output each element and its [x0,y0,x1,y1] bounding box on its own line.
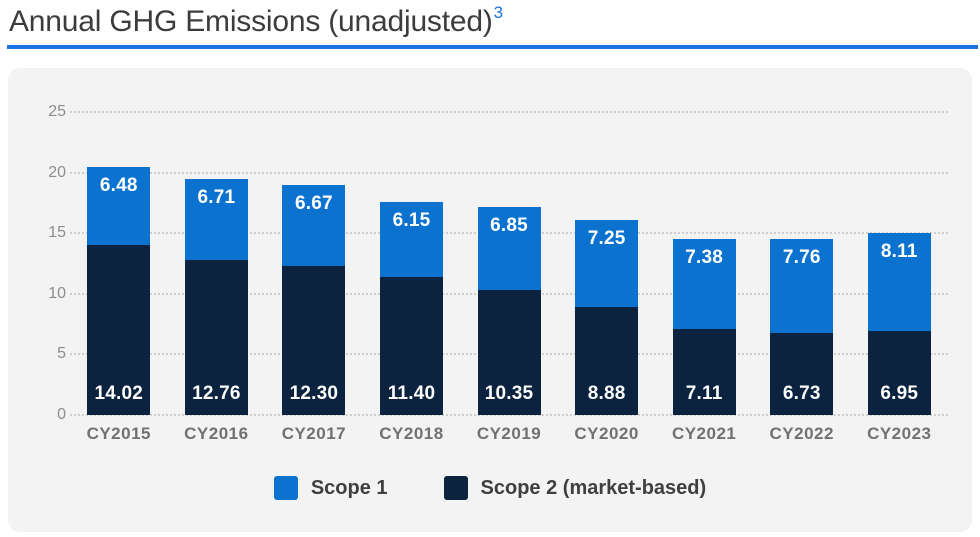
x-axis-label: CY2020 [574,424,639,443]
bar-group: 6.67 12.30 [282,185,346,415]
x-axis: CY2015 CY2016 CY2017 CY2018 CY2019 CY2020 CY20… [70,424,948,444]
plot-area: 0 5 10 15 20 25 6.48 14.02 6.71 12.76 6.67 12.30 6.… [8,68,972,423]
bar-slot: 6.71 12.76 [168,68,266,415]
scope2-value-label: 12.30 [289,383,339,404]
scope1-value-label: 8.11 [880,240,918,262]
x-axis-label: CY2018 [379,424,444,443]
scope1-value-label: 7.76 [782,247,821,269]
bar-slot: 7.38 7.11 [655,68,753,415]
x-axis-label: CY2017 [281,424,347,443]
bar-group: 8.11 6.95 [867,232,931,415]
scope1-segment: 6.71 [184,179,248,261]
legend-swatch [273,476,298,500]
x-axis-label: CY2023 [867,424,932,443]
scope1-segment: 6.67 [282,185,346,266]
scope1-segment: 7.38 [672,239,736,329]
scope2-segment: 7.11 [672,328,736,415]
bar-slot: 6.67 12.30 [265,68,363,415]
gridline [70,171,948,174]
bar-slot: 6.48 14.02 [70,68,168,415]
y-axis-tick-label: 0 [57,406,66,423]
scope1-segment: 7.76 [770,239,834,334]
scope1-value-label: 6.71 [197,187,236,209]
scope2-value-label: 14.02 [94,383,144,404]
legend-label: Scope 2 (market-based) [480,476,707,499]
scope1-segment: 8.11 [867,232,931,331]
scope2-segment: 6.95 [867,330,931,415]
scope1-segment: 6.85 [477,206,541,290]
x-axis-label: CY2016 [184,424,249,443]
y-axis-tick-label: 15 [48,224,66,242]
page-title-text: Annual GHG Emissions (unadjusted) [9,5,493,38]
scope2-value-label: 12.76 [192,383,241,404]
x-axis-label: CY2019 [476,424,542,443]
bar-slot: 8.11 6.95 [851,68,949,415]
y-axis-tick-label: 20 [48,163,66,181]
scope2-segment: 14.02 [87,245,151,415]
y-axis-tick-label: 10 [48,284,66,302]
scope2-value-label: 8.88 [587,383,626,404]
bar-group: 7.38 7.11 [672,239,736,415]
page-title: Annual GHG Emissions (unadjusted)3 [9,3,503,39]
scope2-segment: 8.88 [575,307,639,415]
scope1-value-label: 6.85 [490,214,528,236]
chart-panel: 0 5 10 15 20 25 6.48 14.02 6.71 12.76 6.67 12.30 6.… [8,68,972,532]
scope2-segment: 12.30 [282,265,346,415]
y-axis-tick-label: 25 [48,103,66,120]
scope1-segment: 7.25 [575,219,639,308]
scope1-value-label: 6.48 [99,174,138,196]
bar-group: 6.71 12.76 [184,179,248,415]
x-axis-label: CY2022 [769,424,834,443]
chart-legend: Scope 1 Scope 2 (market-based) [8,476,972,500]
bar-slot: 7.25 8.88 [558,68,656,415]
scope2-value-label: 6.95 [880,383,919,404]
gridline [70,111,948,113]
gridline [70,414,948,416]
x-axis-label: CY2015 [86,424,151,443]
bar-slot: 7.76 6.73 [753,68,851,415]
title-footnote-superscript: 3 [493,3,503,22]
bar-group: 7.25 8.88 [575,219,639,415]
scope1-value-label: 6.67 [295,193,333,215]
scope1-value-label: 6.15 [392,210,431,232]
legend-label: Scope 1 [310,476,388,499]
scope1-segment: 6.48 [87,166,151,246]
scope2-segment: 12.76 [184,260,248,415]
scope2-segment: 11.40 [379,276,443,415]
scope2-value-label: 7.11 [685,383,723,404]
scope1-value-label: 7.25 [587,227,626,249]
legend-item-scope-2-market-based: Scope 2 (market-based) [443,476,707,500]
bar-group: 6.48 14.02 [87,166,151,415]
legend-swatch [443,476,468,500]
scope2-value-label: 10.35 [484,383,534,404]
scope1-value-label: 7.38 [685,247,724,269]
legend-item-scope-1: Scope 1 [273,476,388,500]
scope2-value-label: 11.40 [387,383,436,404]
bar-slot: 6.15 11.40 [363,68,461,415]
bar-series-area: 6.48 14.02 6.71 12.76 6.67 12.30 6.15 11.40 6.85… [70,68,948,415]
scope2-value-label: 6.73 [782,383,821,404]
x-axis-label: CY2021 [671,424,737,443]
bar-slot: 6.85 10.35 [460,68,558,415]
bar-group: 6.85 10.35 [477,206,541,415]
bar-group: 6.15 11.40 [379,202,443,415]
scope2-segment: 6.73 [770,333,834,415]
scope2-segment: 10.35 [477,289,541,415]
bar-group: 7.76 6.73 [770,239,834,415]
scope1-segment: 6.15 [379,202,443,277]
title-rule [7,45,978,49]
y-axis-tick-label: 5 [57,345,66,363]
